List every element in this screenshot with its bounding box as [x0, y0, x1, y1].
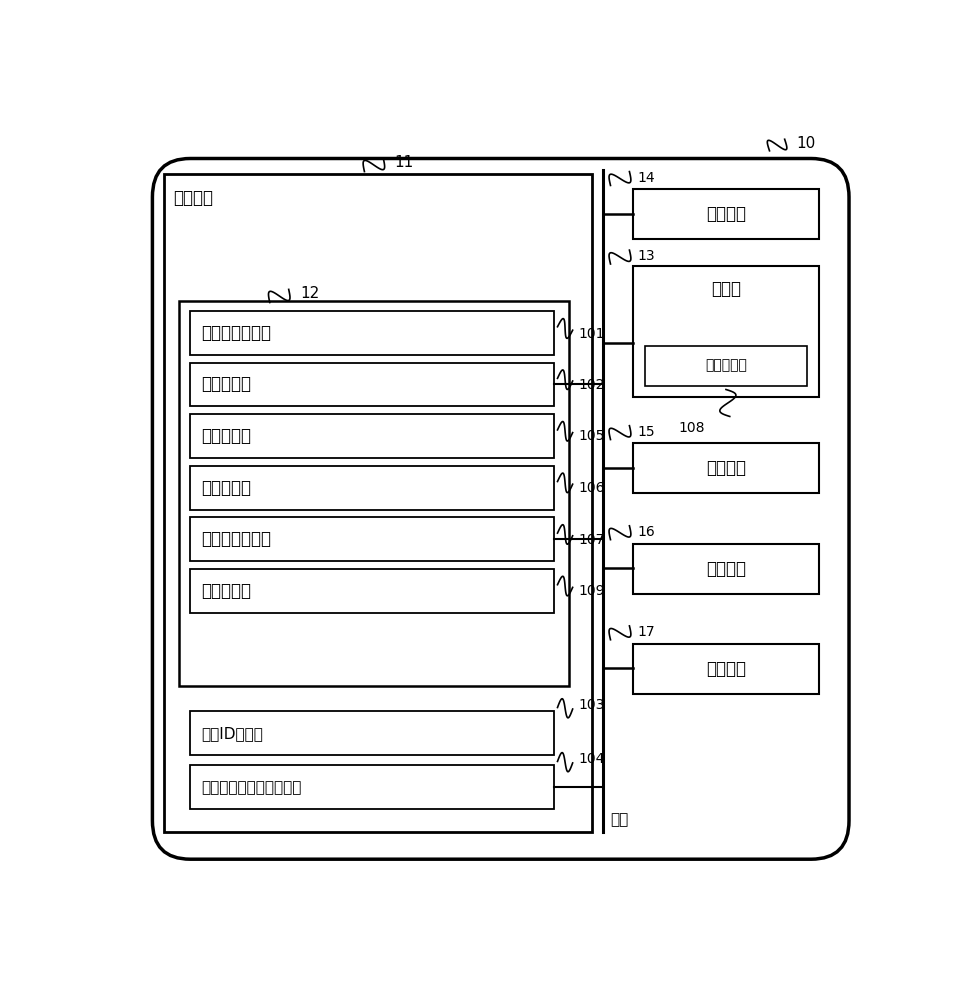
- Bar: [191, 311, 554, 355]
- Text: 101: 101: [578, 327, 605, 341]
- Text: 输出装置: 输出装置: [706, 560, 746, 578]
- Text: 15: 15: [637, 425, 655, 439]
- Text: 信息显示部: 信息显示部: [201, 582, 252, 600]
- Bar: [633, 544, 819, 594]
- Text: 108: 108: [679, 421, 705, 435]
- Bar: [179, 301, 569, 686]
- Text: 107: 107: [578, 533, 605, 547]
- Text: 加密数据收发部: 加密数据收发部: [201, 530, 272, 548]
- Text: 公开ID存储部: 公开ID存储部: [201, 726, 264, 741]
- Bar: [191, 363, 554, 406]
- Bar: [633, 644, 819, 694]
- Text: 16: 16: [637, 525, 655, 539]
- Text: 加密处理部: 加密处理部: [201, 479, 252, 497]
- Text: 一次存储部: 一次存储部: [705, 359, 746, 373]
- Text: 存储装置: 存储装置: [173, 189, 213, 207]
- Text: 通信装置: 通信装置: [706, 660, 746, 678]
- Bar: [191, 517, 554, 561]
- Text: 运算装置: 运算装置: [706, 205, 746, 223]
- Text: 102: 102: [578, 378, 605, 392]
- FancyBboxPatch shape: [152, 158, 849, 859]
- Text: 105: 105: [578, 429, 605, 443]
- Text: 106: 106: [578, 481, 605, 495]
- Text: 信息生成部: 信息生成部: [201, 427, 252, 445]
- Text: 13: 13: [637, 249, 655, 263]
- Text: 11: 11: [395, 155, 414, 170]
- Text: 存储器: 存储器: [711, 280, 741, 298]
- Text: 14: 14: [637, 171, 655, 185]
- Text: 10: 10: [796, 136, 815, 151]
- Bar: [645, 346, 807, 386]
- Text: 密鑰运算部: 密鑰运算部: [201, 375, 252, 393]
- Text: 总线: 总线: [611, 812, 629, 827]
- Bar: [164, 174, 591, 832]
- Bar: [633, 266, 819, 397]
- Bar: [633, 443, 819, 493]
- Bar: [633, 189, 819, 239]
- Bar: [191, 711, 554, 755]
- Text: 密鑰存储部（秘密密鑰）: 密鑰存储部（秘密密鑰）: [201, 780, 302, 795]
- Bar: [191, 569, 554, 613]
- Text: 12: 12: [300, 286, 319, 301]
- Text: 秘密密鑰生成部: 秘密密鑰生成部: [201, 324, 272, 342]
- Text: 109: 109: [578, 584, 605, 598]
- Text: 17: 17: [637, 625, 655, 639]
- Text: 104: 104: [578, 752, 605, 766]
- Text: 103: 103: [578, 698, 605, 712]
- Bar: [191, 466, 554, 510]
- Text: 输入装置: 输入装置: [706, 459, 746, 477]
- Bar: [191, 765, 554, 809]
- Bar: [191, 414, 554, 458]
